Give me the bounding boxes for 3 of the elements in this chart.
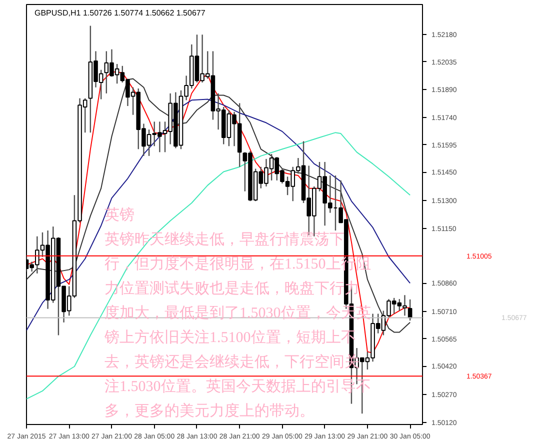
annotation: 英镑 [104,206,134,224]
text: GBPUSD,H1 1.50726 1.50774 1.50662 1.50677 [34,8,206,18]
line-series [26,132,411,400]
